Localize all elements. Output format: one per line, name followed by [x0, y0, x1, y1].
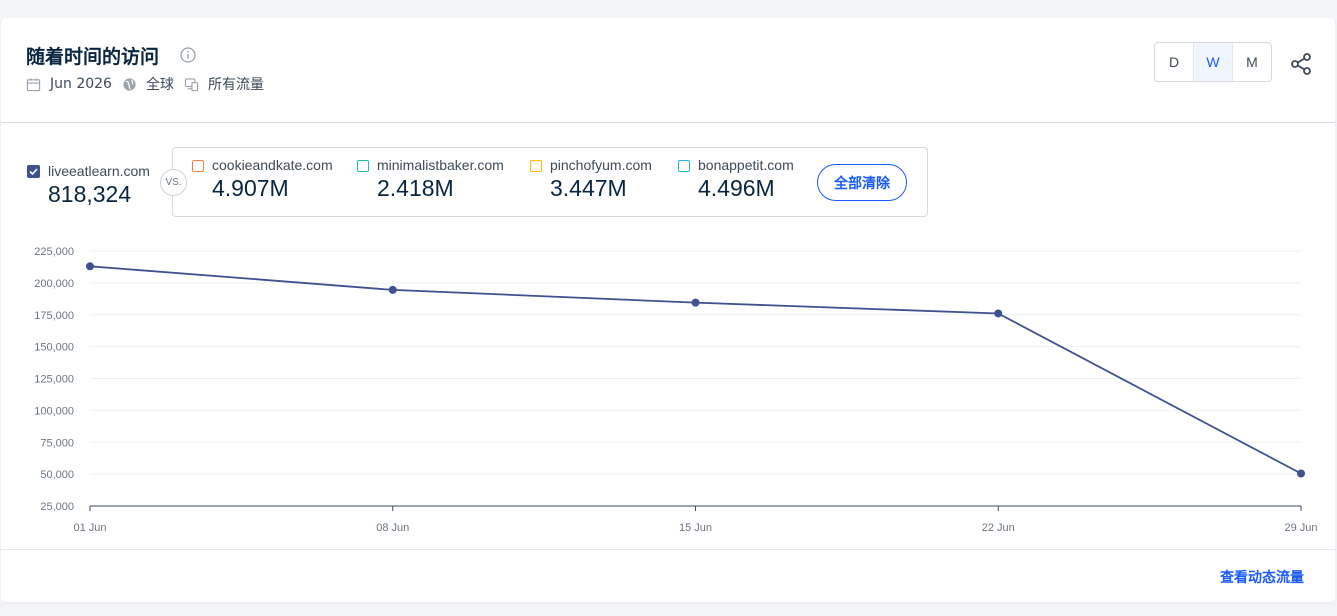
x-tick-label: 08 Jun — [376, 522, 409, 534]
checkbox-checked-icon[interactable] — [27, 165, 40, 178]
y-tick-label: 175,000 — [34, 310, 74, 322]
granularity-toggle: D W M — [1154, 42, 1272, 82]
checkbox-unchecked-icon[interactable] — [530, 160, 542, 172]
y-tick-label: 100,000 — [34, 405, 74, 417]
competitor-value: 3.447M — [550, 175, 627, 201]
competitor-name: minimalistbaker.com — [377, 157, 504, 173]
competitor-value: 4.907M — [212, 175, 289, 201]
y-tick-label: 75,000 — [40, 437, 74, 449]
main-site-name: liveeatlearn.com — [48, 163, 150, 179]
x-tick-label: 15 Jun — [679, 522, 712, 534]
competitor-name: pinchofyum.com — [550, 157, 652, 173]
competitor-value: 2.418M — [377, 175, 454, 201]
line-chart: 225,000 200,000 175,000 150,000 125,000 100,0… — [34, 246, 1317, 534]
card-footer: 查看动态流量 — [1, 549, 1335, 603]
globe-icon — [123, 77, 136, 91]
y-tick-label: 125,000 — [34, 374, 74, 386]
y-tick-label: 150,000 — [34, 342, 74, 354]
view-traffic-link[interactable]: 查看动态流量 — [1220, 570, 1304, 586]
checkbox-unchecked-icon[interactable] — [678, 160, 690, 172]
card-header: 随着时间的访问 Jun 2026 全球 — [1, 18, 1335, 123]
y-tick-label: 50,000 — [40, 469, 74, 481]
competitor-value: 4.496M — [698, 175, 775, 201]
checkbox-unchecked-icon[interactable] — [357, 160, 369, 172]
region-label: 全球 — [145, 77, 174, 93]
traffic-label: 所有流量 — [207, 77, 264, 93]
x-tick-label: 01 Jun — [73, 522, 106, 534]
date-label: Jun 2026 — [50, 76, 112, 92]
y-tick-label: 200,000 — [34, 278, 74, 290]
data-point — [1297, 469, 1305, 478]
main-site-value: 818,324 — [48, 181, 132, 207]
page-title: 随着时间的访问 — [26, 46, 160, 68]
x-tick-label: 29 Jun — [1284, 522, 1317, 534]
granularity-month[interactable]: M — [1246, 54, 1258, 70]
share-icon[interactable] — [1289, 52, 1313, 76]
checkbox-unchecked-icon[interactable] — [192, 160, 204, 172]
y-tick-label: 25,000 — [40, 501, 74, 513]
granularity-week[interactable]: W — [1194, 43, 1233, 81]
traffic-card: 随着时间的访问 Jun 2026 全球 — [1, 18, 1335, 602]
devices-icon — [184, 77, 199, 91]
filter-meta: Jun 2026 全球 所有流量 — [26, 74, 274, 94]
data-point — [994, 309, 1003, 318]
data-point — [388, 285, 397, 294]
granularity-day[interactable]: D — [1155, 43, 1194, 81]
calendar-icon — [26, 77, 41, 91]
data-point — [691, 298, 700, 307]
competitor-name: bonappetit.com — [698, 157, 794, 173]
competitor-name: cookieandkate.com — [212, 157, 333, 173]
clear-all-button[interactable]: 全部清除 — [817, 164, 907, 201]
vs-badge: VS. — [160, 169, 187, 196]
y-tick-label: 225,000 — [34, 246, 74, 258]
info-icon[interactable] — [180, 47, 196, 63]
data-point — [86, 262, 94, 271]
x-tick-label: 22 Jun — [982, 522, 1015, 534]
